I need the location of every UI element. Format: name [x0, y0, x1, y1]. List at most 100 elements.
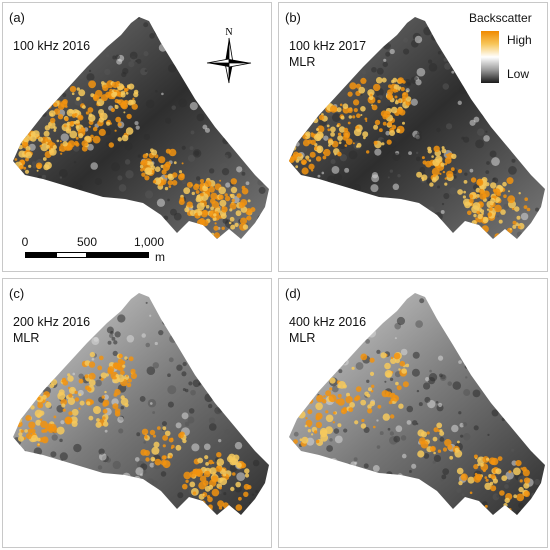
high-backscatter-patch [200, 210, 208, 218]
high-backscatter-patch [43, 130, 50, 137]
speckle [376, 419, 379, 422]
high-backscatter-patch [479, 184, 485, 190]
speckle [255, 489, 259, 494]
high-backscatter-patch [71, 408, 79, 416]
high-backscatter-patch [30, 428, 36, 434]
high-backscatter-patch [476, 194, 480, 198]
high-backscatter-patch [105, 373, 110, 377]
high-backscatter-patch [300, 159, 307, 166]
speckle [396, 316, 406, 326]
speckle [170, 208, 177, 216]
high-backscatter-patch [421, 176, 424, 180]
high-backscatter-patch [373, 124, 379, 130]
high-backscatter-patch [362, 131, 369, 138]
high-backscatter-patch [439, 172, 442, 175]
high-backscatter-patch [141, 428, 149, 435]
speckle [196, 310, 205, 318]
speckle [54, 185, 64, 195]
high-backscatter-patch [307, 398, 314, 404]
high-backscatter-patch [436, 422, 443, 429]
high-backscatter-patch [228, 221, 232, 225]
speckle [59, 510, 66, 515]
high-backscatter-patch [347, 91, 353, 97]
speckle [133, 475, 141, 483]
speckle [290, 70, 297, 77]
speckle [289, 452, 295, 462]
speckle [291, 138, 297, 145]
high-backscatter-patch [405, 363, 410, 368]
speckle [329, 458, 338, 467]
speckle [257, 341, 263, 347]
high-backscatter-patch [229, 202, 237, 210]
high-backscatter-patch [316, 394, 324, 403]
high-backscatter-patch [309, 151, 316, 158]
high-backscatter-patch [497, 456, 503, 461]
speckle [400, 348, 408, 356]
high-backscatter-patch [124, 88, 129, 92]
high-backscatter-patch [18, 165, 24, 170]
speckle [23, 107, 33, 117]
high-backscatter-patch [112, 403, 119, 410]
speckle [377, 218, 387, 228]
high-backscatter-patch [336, 124, 340, 128]
speckle [489, 346, 499, 356]
speckle [458, 360, 462, 364]
high-backscatter-patch [486, 457, 490, 461]
speckle [313, 101, 321, 109]
high-backscatter-patch [184, 207, 190, 213]
high-backscatter-patch [301, 436, 309, 444]
high-backscatter-patch [101, 81, 105, 85]
speckle [251, 441, 257, 447]
high-backscatter-patch [231, 458, 239, 466]
high-backscatter-patch [96, 418, 100, 422]
speckle [158, 43, 167, 52]
speckle [257, 179, 264, 186]
high-backscatter-patch [499, 233, 508, 239]
high-backscatter-patch [46, 145, 50, 149]
speckle [322, 98, 327, 103]
high-backscatter-patch [97, 365, 103, 371]
high-backscatter-patch [172, 172, 178, 178]
speckle [437, 50, 442, 55]
speckle [155, 18, 160, 22]
high-backscatter-patch [125, 127, 134, 135]
speckle [213, 385, 219, 391]
speckle [39, 224, 47, 233]
high-backscatter-patch [219, 199, 227, 207]
high-backscatter-patch [142, 153, 148, 159]
high-backscatter-patch [231, 198, 235, 203]
high-backscatter-patch [235, 210, 242, 217]
speckle [13, 472, 15, 475]
high-backscatter-patch [360, 114, 363, 116]
high-backscatter-patch [295, 165, 299, 169]
high-backscatter-patch [394, 95, 398, 99]
speckle [195, 17, 204, 24]
high-backscatter-patch [88, 80, 96, 89]
high-backscatter-patch [204, 180, 212, 188]
panel-a: (a) 100 kHz 2016 N 0 500 1,000 [2, 2, 272, 272]
high-backscatter-patch [162, 460, 171, 469]
high-backscatter-patch [117, 122, 122, 127]
high-backscatter-patch [224, 506, 227, 510]
speckle [381, 309, 385, 313]
speckle [341, 358, 349, 366]
speckle [232, 410, 236, 414]
high-backscatter-patch [127, 99, 134, 106]
speckle [95, 37, 99, 41]
high-backscatter-patch [396, 107, 403, 114]
speckle [258, 78, 267, 87]
high-backscatter-patch [361, 418, 365, 423]
speckle [381, 201, 385, 205]
speckle [183, 25, 191, 33]
high-backscatter-patch [494, 233, 501, 239]
speckle [403, 210, 413, 220]
high-backscatter-patch [429, 445, 436, 452]
speckle [410, 98, 418, 106]
high-backscatter-patch [192, 469, 197, 473]
panel-letter: (c) [9, 286, 25, 301]
high-backscatter-patch [178, 432, 184, 439]
speckle [60, 133, 69, 142]
speckle [479, 106, 484, 111]
speckle [449, 187, 457, 195]
high-backscatter-patch [162, 444, 166, 448]
